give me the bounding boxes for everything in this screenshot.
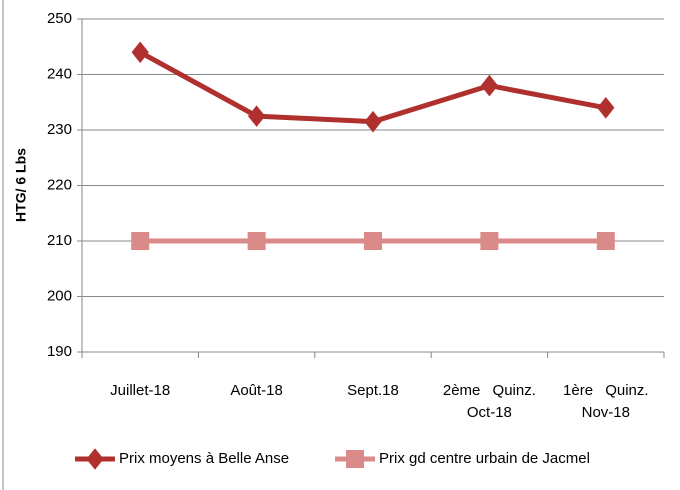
point-marker [597, 96, 615, 119]
y-axis-label: HTG/ 6 Lbs [13, 148, 29, 222]
legend-label: Prix moyens à Belle Anse [119, 450, 289, 467]
point-marker [596, 232, 615, 250]
x-tick-label: Août-18 [230, 382, 283, 399]
y-tick-label: 220 [47, 176, 72, 193]
y-tick-label: 230 [47, 121, 72, 138]
x-tick-label: Juillet-18 [110, 382, 171, 399]
point-marker [364, 232, 382, 250]
x-tick-label: 2ème Quinz. Oct-18 [442, 382, 536, 421]
x-tick-label: 1ère Quinz. Nov-18 [563, 382, 649, 421]
y-tick-label: 210 [47, 232, 72, 249]
point-marker [247, 105, 266, 127]
y-tick-label: 200 [47, 287, 72, 304]
point-marker [364, 110, 382, 133]
point-marker [131, 41, 149, 64]
point-marker [480, 232, 499, 250]
x-tick-label: Sept.18 [347, 382, 399, 399]
legend-marker [346, 450, 364, 468]
point-marker [247, 232, 266, 250]
y-tick-label: 240 [47, 65, 72, 82]
y-tick-label: 190 [47, 343, 72, 360]
point-marker [131, 232, 150, 250]
legend-label: Prix gd centre urbain de Jacmel [379, 450, 590, 467]
legend-marker [86, 448, 104, 470]
point-marker [480, 74, 499, 97]
y-tick-label: 250 [47, 10, 72, 27]
